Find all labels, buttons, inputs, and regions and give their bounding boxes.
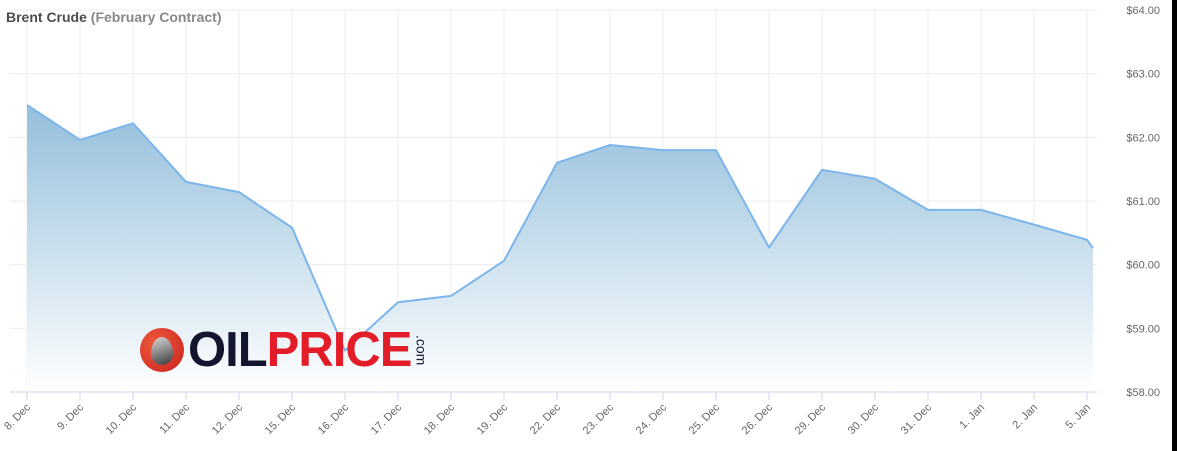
x-tick-label: 31. Dec [899,401,935,437]
x-tick-label: 24. Dec [634,401,670,437]
y-tick-label: $64.00 [1126,5,1160,17]
chart-title: Brent Crude (February Contract) [6,9,221,25]
y-tick-label: $63.00 [1126,69,1160,81]
logo-price-text: PRICE [266,322,413,377]
x-tick-label: 17. Dec [369,401,405,437]
logo-oil-text: OIL [188,322,268,377]
x-tick-label: 5. Jan [1063,402,1093,432]
chart-title-main: Brent Crude [6,9,87,25]
x-tick-label: 23. Dec [581,401,617,437]
x-tick-label: 25. Dec [687,401,723,437]
x-tick-label: 22. Dec [528,401,564,437]
x-tick-label: 26. Dec [740,401,776,437]
x-tick-label: 11. Dec [157,401,192,436]
x-tick-label: 9. Dec [55,401,86,432]
y-tick-label: $60.00 [1126,260,1160,272]
y-tick-label: $62.00 [1126,132,1160,144]
oil-drop-icon [140,328,184,372]
price-line [26,104,1094,352]
x-tick-label: 1. Jan [957,402,987,432]
x-tick-label: 18. Dec [422,401,458,437]
x-axis-ticks: 8. Dec 9. Dec 10. Dec 11. Dec 12. Dec 15. Dec… [2,392,1093,437]
x-tick-label: 29. Dec [793,401,829,437]
window-edge-bar [1172,0,1177,451]
x-tick-label: 19. Dec [475,401,511,437]
x-tick-label: 16. Dec [316,401,352,437]
y-axis-ticks: $58.00 $59.00 $60.00 $61.00 $62.00 $63.00 $64.… [1126,5,1160,399]
x-tick-label: 12. Dec [210,401,246,437]
x-tick-label: 10. Dec [104,401,140,437]
logo-com-text: .com [413,334,430,366]
x-tick-label: 8. Dec [2,401,33,432]
oilprice-logo: OIL PRICE .com [140,325,429,375]
y-tick-label: $58.00 [1126,387,1160,399]
area-fill [27,104,1093,393]
chart-title-sub: (February Contract) [90,9,222,25]
y-tick-label: $61.00 [1126,196,1160,208]
x-tick-label: 2. Jan [1010,402,1040,432]
y-tick-label: $59.00 [1126,323,1160,335]
x-tick-label: 30. Dec [846,401,882,437]
x-tick-label: 15. Dec [263,401,299,437]
